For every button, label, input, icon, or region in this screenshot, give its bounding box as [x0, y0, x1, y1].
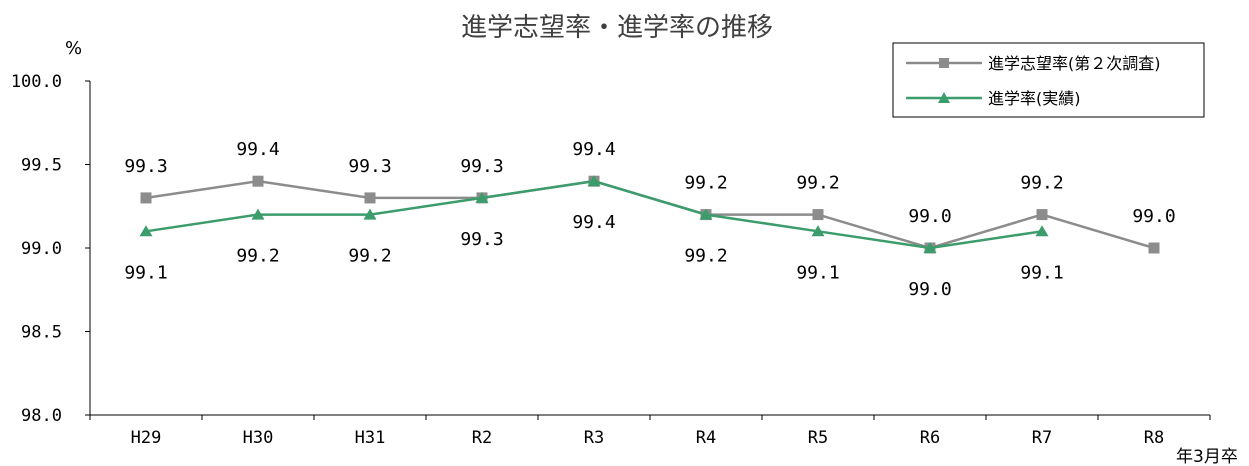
- x-tick-label: R6: [920, 428, 940, 448]
- y-tick-label: 98.0: [21, 406, 62, 426]
- series-2-point: [811, 225, 825, 237]
- series-layer: [139, 175, 1160, 254]
- plot-area: 100.0 99.5 99.0 98.5 98.0 H29 H30 H31 R2 R3 R4 R5 R…: [11, 72, 1211, 448]
- series-2-point: [363, 208, 377, 220]
- data-labels: 99.3 99.4 99.3 99.3 99.4 99.2 99.2 99.0 99.2 99.0…: [124, 139, 1175, 300]
- data-label-series-2: 99.1: [124, 262, 167, 283]
- legend-marker-triangle-icon: [938, 92, 950, 103]
- x-tick-label: R3: [584, 428, 604, 448]
- x-axis-unit: 年3月卒: [1176, 447, 1238, 466]
- x-tick-label: R7: [1032, 428, 1052, 448]
- y-tick-label: 99.0: [21, 239, 62, 259]
- y-tick-label: 99.5: [21, 156, 62, 176]
- series-2-point: [475, 191, 489, 203]
- series-1-point: [812, 209, 824, 221]
- y-tick-label: 98.5: [21, 323, 62, 343]
- data-label-series-1: 99.0: [1132, 206, 1175, 227]
- x-tick-label: R5: [808, 428, 828, 448]
- series-2-point: [139, 225, 153, 237]
- data-label-series-1: 99.2: [1020, 173, 1063, 194]
- data-label-series-1: 99.3: [460, 156, 503, 177]
- y-axis-ticks: 100.0 99.5 99.0 98.5 98.0: [11, 72, 90, 426]
- data-label-series-1: 99.2: [796, 173, 839, 194]
- y-tick-label: 100.0: [11, 72, 62, 92]
- legend-label-1: 進学志望率(第２次調査): [988, 54, 1161, 73]
- x-tick-label: H29: [131, 428, 162, 448]
- legend-box: [892, 42, 1205, 118]
- x-tick-label: H30: [243, 428, 274, 448]
- data-label-series-2: 99.1: [796, 262, 839, 283]
- data-label-series-1: 99.4: [236, 139, 279, 160]
- data-label-series-2: 99.2: [348, 246, 391, 267]
- x-tick-label: R4: [696, 428, 716, 448]
- data-label-series-2: 99.3: [460, 229, 503, 250]
- series-2-point: [251, 208, 265, 220]
- y-axis-unit: %: [65, 38, 82, 59]
- series-1-point: [1036, 209, 1048, 221]
- series-2-point: [923, 242, 937, 253]
- x-tick-label: H31: [355, 428, 386, 448]
- data-label-series-1: 99.0: [908, 206, 951, 227]
- series-2-point: [699, 208, 713, 220]
- data-label-series-1: 99.2: [684, 173, 727, 194]
- series-1-point: [1148, 242, 1160, 254]
- data-label-series-2: 99.1: [1020, 262, 1063, 283]
- legend-label-2: 進学率(実績): [988, 89, 1081, 108]
- series-2-point: [1035, 225, 1049, 237]
- data-label-series-1: 99.4: [572, 139, 615, 160]
- series-2-point: [587, 175, 601, 187]
- series-1-point: [140, 192, 152, 204]
- x-axis-ticks: H29 H30 H31 R2 R3 R4 R5 R6 R7 R8: [89, 415, 1211, 448]
- data-label-series-2: 99.2: [236, 246, 279, 267]
- x-tick-label: R8: [1144, 428, 1164, 448]
- x-tick-label: R2: [472, 428, 492, 448]
- series-1-point: [364, 192, 376, 204]
- data-label-series-2: 99.2: [684, 246, 727, 267]
- chart-title: 進学志望率・進学率の推移: [461, 13, 773, 43]
- legend: 進学志望率(第２次調査) 進学率(実績): [892, 42, 1205, 118]
- data-label-series-1: 99.3: [124, 156, 167, 177]
- series-1-point: [252, 175, 264, 187]
- data-label-series-1: 99.3: [348, 156, 391, 177]
- data-label-series-2: 99.4: [572, 212, 615, 233]
- data-label-series-2: 99.0: [908, 279, 951, 300]
- legend-marker-square-icon: [939, 58, 949, 68]
